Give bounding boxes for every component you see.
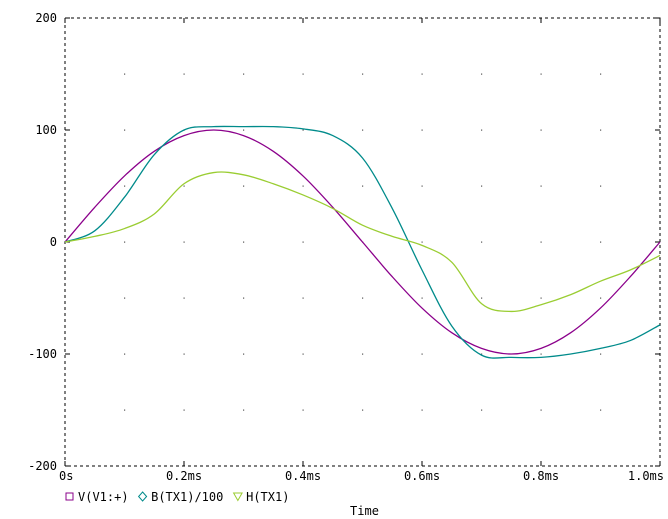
grid-dot (243, 129, 245, 131)
grid-dot (302, 409, 304, 411)
grid-dot (540, 353, 542, 355)
grid-dot (481, 409, 483, 411)
y-tick-label: -200 (28, 459, 57, 473)
grid-dot (183, 297, 185, 299)
x-tick-label: 1.0ms (628, 469, 664, 483)
grid-dot (302, 241, 304, 243)
grid-dot (302, 353, 304, 355)
grid (124, 73, 602, 411)
series-line-2 (64, 125, 661, 359)
x-axis-title: Time (350, 504, 379, 518)
legend-diamond-marker-icon (137, 491, 148, 502)
grid-dot (481, 297, 483, 299)
grid-dot (183, 409, 185, 411)
grid-dot (481, 185, 483, 187)
grid-dot (183, 353, 185, 355)
series-layer (64, 125, 661, 359)
legend-label-1: V(V1:+) (78, 490, 129, 504)
y-tick-label: 200 (35, 11, 57, 25)
grid-dot (124, 297, 126, 299)
grid-dot (421, 129, 423, 131)
grid-dot (600, 129, 602, 131)
grid-dot (124, 73, 126, 75)
grid-dot (540, 73, 542, 75)
grid-dot (421, 73, 423, 75)
grid-dot (481, 241, 483, 243)
grid-dot (600, 297, 602, 299)
grid-dot (481, 353, 483, 355)
legend-square-marker-icon (65, 492, 74, 501)
grid-dot (540, 297, 542, 299)
grid-dot (481, 73, 483, 75)
legend-label-3: H(TX1) (246, 490, 289, 504)
grid-dot (124, 129, 126, 131)
legend-triangle-marker-icon (232, 492, 243, 502)
grid-dot (540, 409, 542, 411)
grid-dot (124, 409, 126, 411)
grid-dot (243, 185, 245, 187)
grid-dot (540, 185, 542, 187)
x-tick-label: 0.6ms (404, 469, 440, 483)
grid-dot (124, 353, 126, 355)
grid-dot (421, 353, 423, 355)
grid-dot (421, 297, 423, 299)
grid-dot (243, 73, 245, 75)
grid-dot (421, 185, 423, 187)
x-tick-label: 0.8ms (523, 469, 559, 483)
grid-dot (302, 73, 304, 75)
grid-dot (540, 129, 542, 131)
grid-dot (362, 353, 364, 355)
x-tick-label: 0.4ms (285, 469, 321, 483)
grid-dot (421, 409, 423, 411)
grid-dot (600, 73, 602, 75)
grid-dot (362, 297, 364, 299)
grid-dot (302, 185, 304, 187)
grid-dot (600, 185, 602, 187)
grid-dot (600, 409, 602, 411)
legend: V(V1:+) B(TX1)/100 H(TX1) (65, 490, 289, 504)
grid-dot (362, 185, 364, 187)
x-tick-label: 0.2ms (166, 469, 202, 483)
legend-label-2: B(TX1)/100 (151, 490, 223, 504)
grid-dot (243, 409, 245, 411)
grid-dot (362, 73, 364, 75)
grid-dot (481, 129, 483, 131)
grid-dot (243, 297, 245, 299)
y-tick-label: -100 (28, 347, 57, 361)
grid-dot (124, 185, 126, 187)
grid-dot (183, 185, 185, 187)
grid-dot (124, 241, 126, 243)
y-tick-label: 100 (35, 123, 57, 137)
grid-dot (183, 241, 185, 243)
grid-dot (243, 241, 245, 243)
grid-dot (362, 129, 364, 131)
grid-dot (243, 353, 245, 355)
grid-dot (362, 409, 364, 411)
grid-dot (540, 241, 542, 243)
y-tick-label: 0 (50, 235, 57, 249)
grid-dot (600, 241, 602, 243)
ticks: 0s 0.2ms 0.4ms 0.6ms 0.8ms 1.0ms -200 -100 0 100 2… (28, 11, 664, 483)
grid-dot (302, 297, 304, 299)
grid-dot (302, 129, 304, 131)
x-tick-label: 0s (59, 469, 73, 483)
grid-dot (600, 353, 602, 355)
grid-dot (183, 73, 185, 75)
grid-dot (421, 241, 423, 243)
